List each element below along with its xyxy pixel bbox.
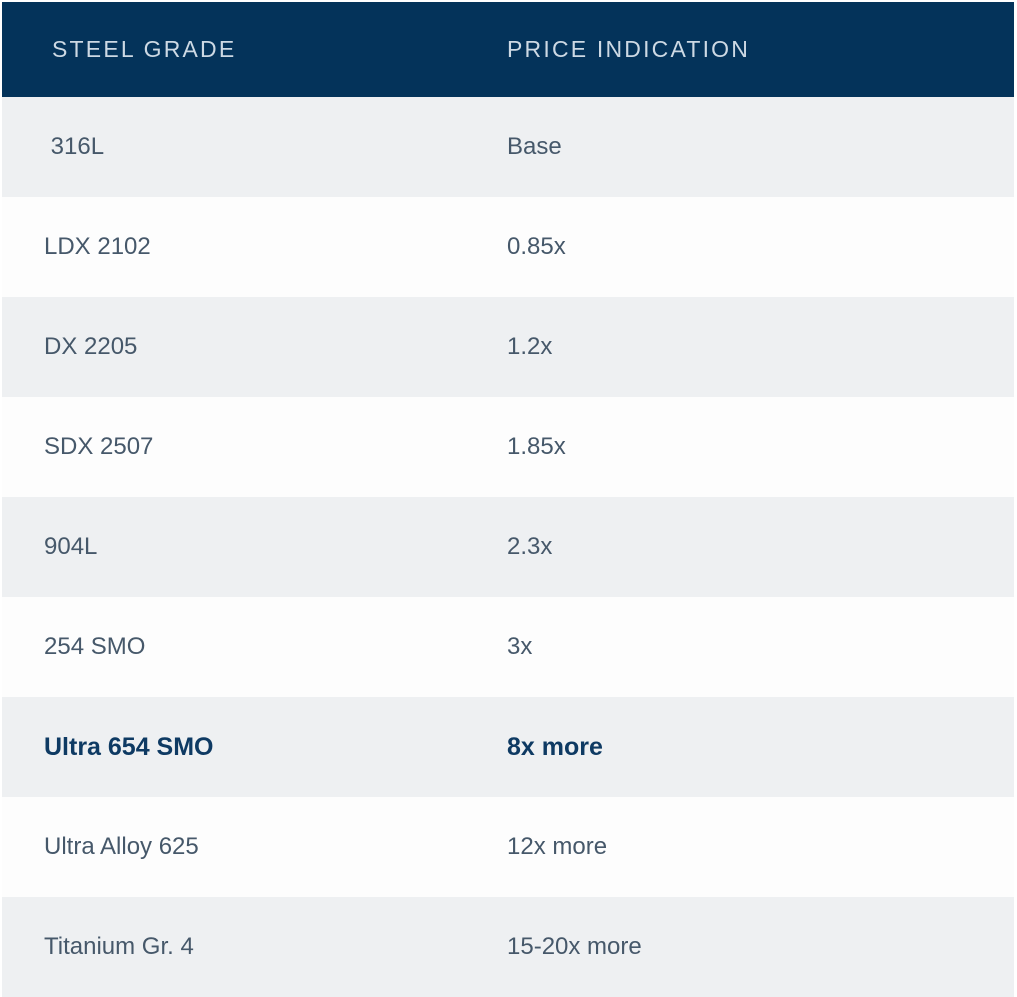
table-row: Titanium Gr. 4 15-20x more bbox=[2, 897, 1014, 997]
table-row: SDX 2507 1.85x bbox=[2, 397, 1014, 497]
price-indication-cell: 0.85x bbox=[507, 233, 566, 260]
column-header-steel-grade: STEEL GRADE bbox=[52, 36, 237, 62]
steel-grade-cell: SDX 2507 bbox=[44, 433, 154, 460]
table-body: 316L Base LDX 2102 0.85x DX 2205 1.2x SDX 2507… bbox=[2, 97, 1014, 997]
table-header-row: STEEL GRADE PRICE INDICATION bbox=[2, 2, 1014, 97]
steel-grade-cell: Titanium Gr. 4 bbox=[44, 933, 194, 960]
price-indication-cell: 8x more bbox=[507, 732, 603, 761]
price-indication-cell: 1.2x bbox=[507, 333, 553, 360]
steel-grade-cell: 316L bbox=[44, 133, 105, 160]
price-indication-cell: 15-20x more bbox=[507, 933, 642, 960]
table-row: Ultra Alloy 625 12x more bbox=[2, 797, 1014, 897]
table-row: 904L 2.3x bbox=[2, 497, 1014, 597]
table-row: 316L Base bbox=[2, 97, 1014, 197]
price-indication-cell: 2.3x bbox=[507, 533, 553, 560]
price-indication-cell: 12x more bbox=[507, 833, 608, 860]
steel-grade-cell: Ultra 654 SMO bbox=[44, 732, 214, 761]
price-indication-cell: Base bbox=[507, 133, 562, 160]
table-row: 254 SMO 3x bbox=[2, 597, 1014, 697]
table-row: Ultra 654 SMO 8x more bbox=[2, 697, 1014, 797]
steel-grade-cell: LDX 2102 bbox=[44, 233, 151, 260]
column-header-price-indication: PRICE INDICATION bbox=[507, 36, 751, 62]
price-indication-cell: 1.85x bbox=[507, 433, 566, 460]
steel-grade-cell: DX 2205 bbox=[44, 333, 138, 360]
table-row: LDX 2102 0.85x bbox=[2, 197, 1014, 297]
steel-grade-cell: 904L bbox=[44, 533, 98, 560]
price-indication-cell: 3x bbox=[507, 633, 533, 660]
steel-grade-cell: Ultra Alloy 625 bbox=[44, 833, 199, 860]
table-row: DX 2205 1.2x bbox=[2, 297, 1014, 397]
steel-grade-cell: 254 SMO bbox=[44, 633, 146, 660]
